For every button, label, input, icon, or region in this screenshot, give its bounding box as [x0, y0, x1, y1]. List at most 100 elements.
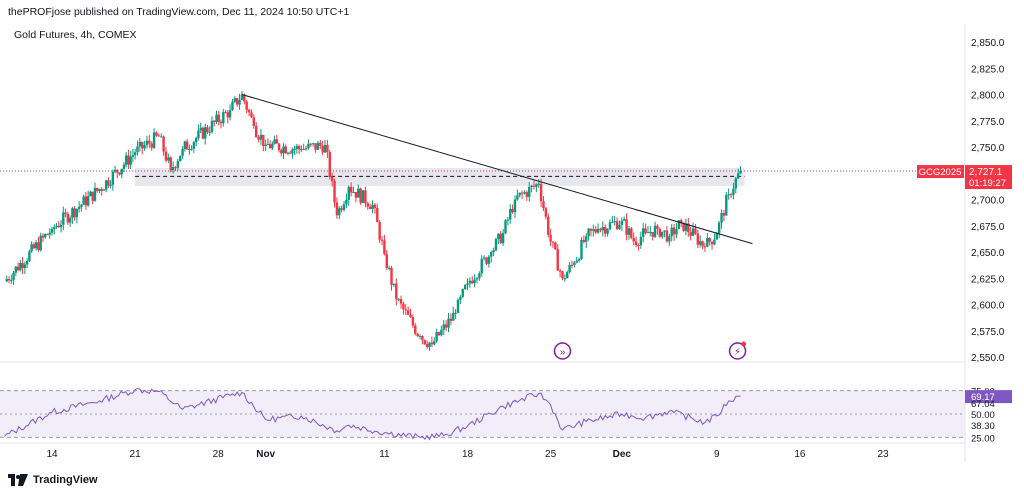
candle-body — [77, 206, 81, 209]
descending-trendline — [241, 94, 753, 245]
candle-body — [475, 278, 479, 280]
candle-body — [364, 190, 367, 204]
candle-body — [12, 272, 15, 281]
candle-body — [649, 232, 652, 234]
candle-body — [566, 272, 569, 279]
candle-body — [463, 284, 467, 290]
candle-body — [615, 221, 619, 230]
candle-body — [357, 188, 360, 198]
candle-body — [660, 231, 664, 237]
candle-body — [513, 199, 517, 213]
candle-body — [437, 332, 441, 336]
candle-body — [376, 208, 379, 223]
candle-body — [84, 196, 88, 206]
candle-body — [96, 187, 99, 191]
rsi-plot — [0, 387, 965, 441]
candle-body — [219, 121, 223, 124]
candle-body — [104, 180, 108, 190]
candle-body — [440, 329, 443, 336]
candle-body — [179, 155, 182, 162]
candle-body — [542, 201, 545, 209]
candle-body — [141, 141, 144, 149]
candle-body — [380, 239, 384, 241]
candle-body — [373, 204, 377, 209]
candle-body — [107, 180, 110, 186]
chart-axes: 2,850.02,825.02,800.02,775.02,750.02,725… — [0, 24, 1005, 462]
candle-body — [509, 209, 512, 220]
candle-body — [710, 241, 714, 245]
candle-body — [93, 187, 97, 201]
candle-body — [444, 324, 448, 328]
candle-body — [656, 225, 659, 229]
candle-body — [675, 229, 678, 235]
candle-body — [665, 230, 669, 242]
candle-body — [109, 184, 112, 186]
candle-body — [511, 209, 514, 213]
candle-body — [323, 144, 327, 153]
candle-body — [21, 263, 24, 269]
candle-body — [53, 227, 56, 229]
candle-body — [148, 140, 151, 144]
candle-body — [354, 191, 358, 198]
candle-body — [224, 112, 227, 114]
candle-body — [266, 144, 270, 146]
candle-body — [696, 233, 700, 245]
candle-body — [275, 139, 279, 144]
countdown-label: 01:19:27 — [969, 178, 1006, 189]
candle-body — [589, 228, 593, 231]
candle-body — [66, 213, 70, 223]
candle-body — [611, 221, 614, 223]
candle-body — [250, 112, 253, 118]
candle-body — [321, 145, 324, 153]
candle-body — [201, 127, 205, 139]
publisher-header: thePROFjose published on TradingView.com… — [8, 6, 350, 18]
x-tick-label: 18 — [462, 449, 474, 460]
candle-body — [41, 235, 45, 238]
candle-body — [577, 258, 581, 261]
event-circle — [553, 342, 572, 360]
candle-body — [133, 152, 137, 156]
candle-body — [342, 204, 346, 210]
candle-body — [231, 101, 234, 111]
y-tick-label: 2,625.0 — [971, 274, 1005, 285]
candle-body — [691, 228, 695, 236]
candle-body — [284, 146, 287, 154]
candle-body — [352, 191, 355, 193]
y-tick-label: 2,700.0 — [971, 196, 1005, 207]
candle-body — [366, 203, 369, 207]
candle-body — [302, 149, 305, 151]
candle-body — [188, 149, 191, 151]
y-tick-label: 2,600.0 — [971, 301, 1005, 312]
candle-body — [10, 280, 13, 282]
candle-body — [282, 146, 285, 154]
y-tick-label: 2,675.0 — [971, 222, 1005, 233]
candle-body — [340, 208, 343, 210]
candle-body — [601, 227, 605, 231]
candle-body — [549, 234, 552, 242]
candle-body — [397, 299, 400, 301]
candle-body — [528, 186, 531, 197]
tradingview-footer[interactable]: TradingView — [8, 472, 98, 488]
candle-body — [240, 94, 244, 100]
candle-body — [32, 244, 36, 249]
candle-body — [670, 227, 673, 237]
candle-body — [280, 150, 283, 154]
event-glyph: ⚡ — [734, 347, 741, 358]
candle-body — [162, 136, 165, 152]
candle-body — [264, 144, 267, 147]
candle-body — [722, 213, 726, 216]
candle-body — [176, 161, 180, 168]
rsi-lower-level-label: 25.00 — [971, 433, 995, 444]
candle-body — [547, 216, 550, 235]
candle-body — [116, 169, 119, 173]
candle-body — [57, 225, 60, 228]
rsi-value-label: 69.17 — [971, 392, 995, 403]
candle-body — [131, 155, 135, 157]
candle-body — [487, 256, 491, 264]
earnings-event-icon: ⚡ — [728, 341, 747, 360]
candle-body — [233, 98, 237, 102]
candle-body — [651, 232, 654, 237]
candle-body — [71, 208, 74, 218]
candle-body — [311, 143, 315, 145]
